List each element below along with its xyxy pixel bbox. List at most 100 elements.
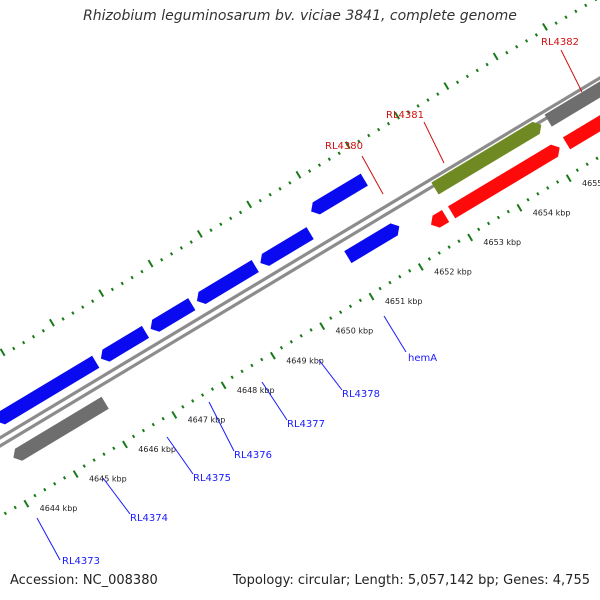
inner-tick xyxy=(230,375,234,380)
outer-tick xyxy=(524,39,529,43)
inner-tick xyxy=(378,286,382,291)
leader-line xyxy=(166,436,194,475)
inner-tick xyxy=(595,156,599,161)
outer-tick xyxy=(465,74,470,79)
leader-line xyxy=(36,517,61,561)
outer-tick xyxy=(295,170,302,179)
kbp-label: 4645 kbp xyxy=(89,475,127,484)
inner-tick xyxy=(23,499,30,508)
outer-tick xyxy=(584,3,588,8)
gray-feature-1 xyxy=(13,396,109,461)
gene-label-rl4374: RL4374 xyxy=(130,513,168,524)
inner-tick xyxy=(289,339,293,344)
inner-tick xyxy=(398,274,402,279)
outer-tick xyxy=(12,346,16,351)
outer-tick xyxy=(317,163,322,167)
gene-label-rl4378: RL4378 xyxy=(342,389,380,400)
inner-tick xyxy=(329,316,333,320)
kbp-label: 4655 kbp xyxy=(582,179,600,188)
inner-tick xyxy=(269,351,276,360)
gene-label-rl4380: RL4380 xyxy=(325,141,363,152)
outer-tick xyxy=(258,198,262,203)
inner-tick xyxy=(516,203,523,212)
gene-label-rl4382: RL4382 xyxy=(541,37,579,48)
inner-tick xyxy=(240,369,244,374)
inner-tick xyxy=(417,263,424,271)
gene-label-rl4377: RL4377 xyxy=(287,419,325,430)
inner-tick xyxy=(506,209,510,214)
inner-tick xyxy=(585,162,589,167)
leader-line xyxy=(361,155,384,195)
inner-tick xyxy=(447,245,451,249)
inner-tick xyxy=(250,363,254,368)
inner-tick xyxy=(388,280,392,285)
inner-tick xyxy=(151,422,155,427)
inner-tick xyxy=(200,393,205,397)
inner-tick xyxy=(13,505,17,510)
outer-tick xyxy=(49,318,55,327)
outer-tick xyxy=(71,311,75,315)
outer-tick xyxy=(0,348,6,357)
inner-tick xyxy=(82,464,86,468)
outer-tick xyxy=(594,0,598,2)
gene-arrow-rl4376 xyxy=(150,298,196,332)
outer-tick xyxy=(443,82,450,91)
outer-tick xyxy=(327,157,331,162)
outer-tick xyxy=(120,281,124,286)
outer-tick xyxy=(505,50,509,55)
gene-label-rl4373: RL4373 xyxy=(62,556,100,567)
outer-tick xyxy=(41,328,45,333)
gene-label-hema: hemA xyxy=(408,353,437,364)
inner-tick xyxy=(3,511,7,516)
kbp-label: 4651 kbp xyxy=(385,297,423,306)
kbp-label: 4652 kbp xyxy=(434,268,472,277)
inner-tick xyxy=(526,197,530,202)
outer-tick xyxy=(554,21,558,25)
outer-tick xyxy=(344,141,351,150)
outer-tick xyxy=(574,9,578,14)
inner-tick xyxy=(536,192,540,196)
outer-tick xyxy=(196,230,203,238)
inner-tick xyxy=(191,399,195,403)
outer-tick xyxy=(426,98,430,102)
kbp-label: 4653 kbp xyxy=(483,238,521,247)
outer-tick xyxy=(31,334,36,339)
inner-tick xyxy=(565,174,572,183)
leader-line xyxy=(560,49,583,93)
outer-tick xyxy=(268,192,272,197)
inner-tick xyxy=(220,381,227,390)
gray-feature-2 xyxy=(544,81,600,127)
outer-tick xyxy=(455,80,460,85)
inner-tick xyxy=(279,345,284,350)
outer-tick xyxy=(406,110,410,114)
inner-tick xyxy=(102,452,106,456)
outer-tick xyxy=(534,33,539,37)
gene-arrow-rl4375 xyxy=(100,325,150,362)
inner-tick xyxy=(62,476,67,480)
inner-tick xyxy=(427,257,432,261)
outer-tick xyxy=(337,151,341,156)
inner-tick xyxy=(53,481,57,486)
outer-tick xyxy=(416,104,420,108)
inner-tick xyxy=(368,292,375,301)
outer-tick xyxy=(130,275,134,280)
inner-tick xyxy=(575,168,579,172)
outer-tick xyxy=(357,139,361,144)
outer-tick xyxy=(485,62,489,67)
outer-tick xyxy=(91,299,95,304)
outer-tick xyxy=(377,127,381,132)
gene-arrow-hema-2 xyxy=(344,223,400,264)
gene-label-rl4381: RL4381 xyxy=(386,110,424,121)
gene-arrow-rl4382 xyxy=(562,115,600,150)
kbp-label: 4644 kbp xyxy=(40,504,78,513)
gene-arrow-rl4381 xyxy=(448,144,560,219)
outer-tick xyxy=(288,181,292,185)
outer-tick xyxy=(394,111,400,120)
outer-tick xyxy=(515,44,519,49)
outer-tick xyxy=(436,92,440,96)
outer-tick xyxy=(189,240,193,244)
inner-tick xyxy=(309,328,313,332)
outer-tick xyxy=(564,15,568,19)
kbp-label: 4648 kbp xyxy=(237,386,275,395)
